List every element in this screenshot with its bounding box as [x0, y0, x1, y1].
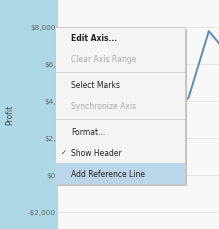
Text: Show Header: Show Header: [71, 148, 122, 157]
Bar: [55, 163, 185, 184]
Text: Add Reference Line: Add Reference Line: [71, 169, 145, 178]
Text: Select Marks: Select Marks: [71, 81, 120, 90]
Bar: [57, 30, 187, 186]
Text: Edit Axis...: Edit Axis...: [71, 34, 117, 43]
Text: Clear Axis Range: Clear Axis Range: [71, 55, 136, 64]
Text: $6,: $6,: [44, 62, 56, 68]
Text: $4,: $4,: [44, 99, 56, 105]
Bar: [55, 28, 185, 184]
Bar: [0, 0, 58, 229]
Text: $2,: $2,: [44, 135, 56, 142]
Text: -$2,000: -$2,000: [28, 209, 56, 215]
Text: $0: $0: [47, 172, 56, 178]
Text: Profit: Profit: [5, 104, 14, 125]
Text: $8,000: $8,000: [31, 25, 56, 31]
Text: Synchronize Axis: Synchronize Axis: [71, 101, 136, 111]
Text: ✓: ✓: [61, 150, 67, 156]
Text: Format...: Format...: [71, 128, 105, 136]
